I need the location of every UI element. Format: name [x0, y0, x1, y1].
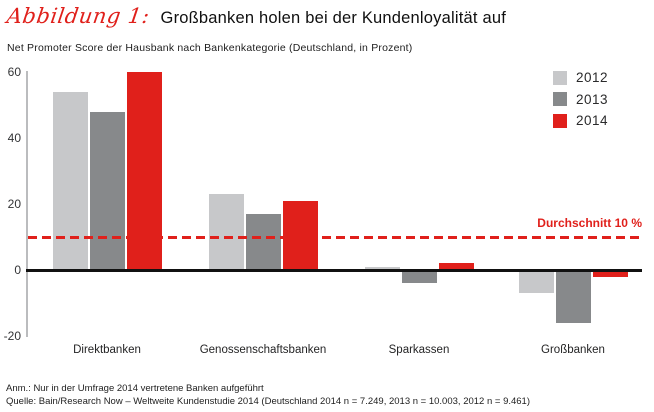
legend-swatch-icon — [553, 92, 567, 106]
chart-title-text: Großbanken holen bei der Kundenloyalität… — [160, 9, 506, 27]
bar-2012-direktbanken — [52, 91, 88, 270]
bar-2012-sparkassen — [364, 266, 400, 270]
chart-subtitle: Net Promoter Score der Hausbank nach Ban… — [7, 42, 413, 54]
y-axis-tick-label: 40 — [7, 131, 21, 145]
chart-legend: 2012 2013 2014 — [553, 70, 608, 135]
legend-item-2012: 2012 — [553, 70, 608, 85]
legend-item-2013: 2013 — [553, 92, 608, 107]
x-axis-category-label: Großbanken — [541, 344, 605, 356]
x-axis-category-label: Sparkassen — [388, 344, 450, 356]
average-line-label: Durchschnitt 10 % — [537, 216, 642, 230]
y-axis-tick-label: 60 — [7, 65, 21, 79]
y-axis-tick-label: 20 — [7, 197, 21, 211]
bar-2013-direktbanken — [89, 111, 125, 270]
y-axis-tick-label: 0 — [14, 263, 21, 277]
chart-title: Abbildung 1: Großbanken holen bei der Ku… — [5, 4, 506, 28]
bar-2014-großbanken — [592, 270, 628, 277]
zero-baseline — [26, 268, 642, 272]
legend-swatch-icon — [553, 70, 567, 85]
legend-item-2014: 2014 — [553, 113, 608, 128]
legend-label: 2014 — [576, 113, 609, 128]
legend-label: 2013 — [576, 91, 609, 107]
average-reference-line — [28, 236, 642, 239]
legend-swatch-icon — [553, 113, 567, 128]
bar-2013-sparkassen — [401, 270, 437, 284]
footnote-source: Quelle: Bain/Research Now – Weltweite Ku… — [6, 396, 531, 407]
bar-2014-genossenschaftsbanken — [282, 200, 318, 270]
bar-2012-großbanken — [518, 270, 554, 294]
y-axis-line — [26, 71, 28, 337]
bar-2014-direktbanken — [126, 72, 162, 270]
footnote-annotation: Anm.: Nur in der Umfrage 2014 vertretene… — [6, 383, 264, 394]
x-axis-category-label: Direktbanken — [73, 344, 141, 356]
bar-2014-sparkassen — [438, 263, 474, 270]
bar-2013-genossenschaftsbanken — [245, 213, 281, 270]
bar-2012-genossenschaftsbanken — [208, 194, 244, 270]
x-axis-category-label: Genossenschaftsbanken — [199, 344, 327, 356]
legend-label: 2012 — [576, 70, 609, 85]
y-axis-tick-label: -20 — [3, 329, 21, 343]
bar-2013-großbanken — [555, 270, 591, 323]
